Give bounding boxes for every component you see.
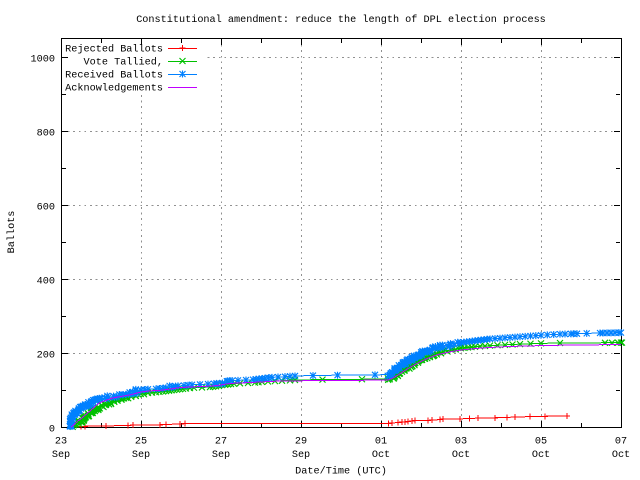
- svg-text:25: 25: [135, 437, 147, 448]
- svg-text:03: 03: [455, 437, 467, 448]
- svg-text:Acknowledgements: Acknowledgements: [65, 83, 163, 95]
- svg-text:Oct: Oct: [372, 450, 390, 461]
- svg-text:1000: 1000: [31, 55, 55, 66]
- svg-text:05: 05: [535, 437, 547, 448]
- svg-text:Constitutional amendment: redu: Constitutional amendment: reduce the len…: [136, 14, 546, 26]
- svg-text:0: 0: [49, 425, 55, 436]
- svg-text:Sep: Sep: [212, 450, 230, 461]
- svg-text:200: 200: [37, 351, 55, 362]
- svg-text:800: 800: [37, 129, 55, 140]
- svg-text:600: 600: [37, 203, 55, 214]
- svg-text:Sep: Sep: [52, 450, 70, 461]
- svg-text:01: 01: [375, 437, 387, 448]
- svg-text:Ballots: Ballots: [6, 211, 18, 254]
- svg-text:400: 400: [37, 277, 55, 288]
- svg-text:Sep: Sep: [132, 450, 150, 461]
- svg-text:Received Ballots: Received Ballots: [65, 70, 163, 82]
- svg-text:Oct: Oct: [612, 450, 630, 461]
- svg-text:29: 29: [295, 437, 307, 448]
- svg-text:Sep: Sep: [292, 450, 310, 461]
- svg-text:27: 27: [215, 437, 227, 448]
- svg-text:07: 07: [615, 437, 627, 448]
- svg-text:Vote Tallied,: Vote Tallied,: [84, 57, 163, 69]
- svg-text:Rejected Ballots: Rejected Ballots: [65, 44, 163, 56]
- svg-text:Date/Time (UTC): Date/Time (UTC): [295, 466, 387, 478]
- svg-text:23: 23: [55, 437, 67, 448]
- svg-text:Oct: Oct: [452, 450, 470, 461]
- svg-text:Oct: Oct: [532, 450, 550, 461]
